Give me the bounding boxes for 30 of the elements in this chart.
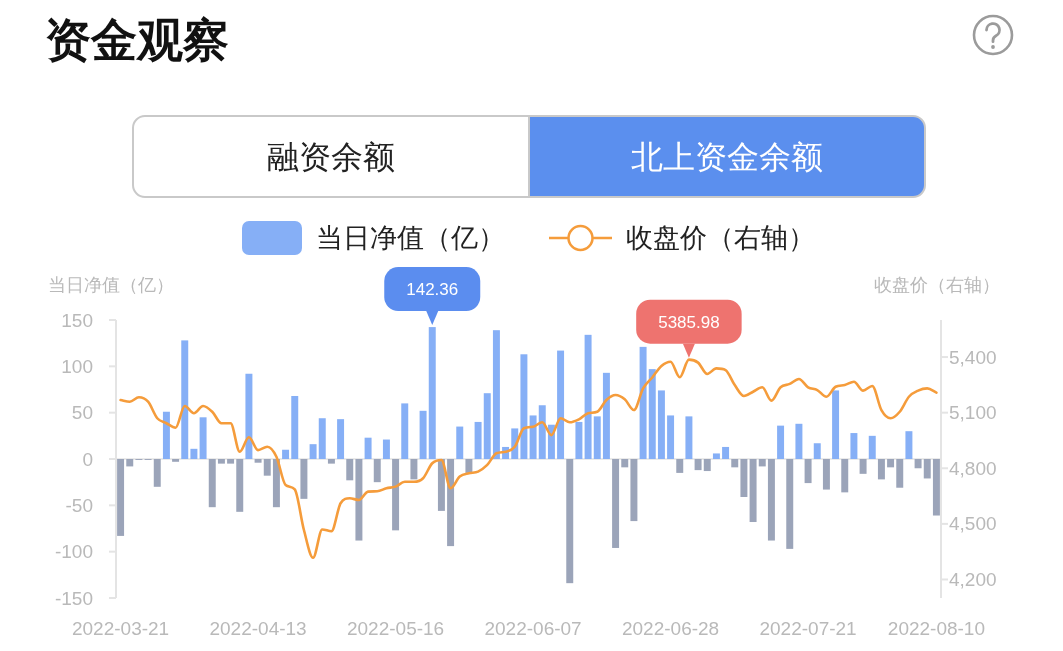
tab-label: 北上资金余额	[631, 138, 823, 175]
y-tick-label: -150	[54, 587, 93, 609]
y2-tick-label: 4,200	[949, 568, 997, 590]
data-label: 142.36	[406, 280, 459, 300]
data-label: 5385.98	[658, 312, 720, 332]
x-tick-label: 2022-04-13	[209, 618, 307, 639]
x-tick-label: 2022-05-16	[347, 618, 445, 639]
x-tick-label: 2022-03-21	[72, 618, 170, 639]
y-tick-label: -100	[54, 541, 93, 563]
y2-tick-label: 5,400	[949, 346, 997, 368]
axis-title: 当日净值（亿）	[48, 275, 174, 295]
y-tick-label: -50	[65, 494, 93, 516]
x-tick-label: 2022-08-10	[887, 618, 985, 639]
title: 资金观察	[45, 14, 229, 66]
y-tick-label: 150	[61, 309, 93, 331]
y-tick-label: 50	[71, 402, 93, 424]
value-label: 5385.98	[636, 299, 742, 358]
y-tick-label: 100	[61, 355, 93, 377]
y2-tick-label: 4,500	[949, 513, 997, 535]
x-tick-label: 2022-07-21	[759, 618, 857, 639]
axis-title: 收盘价（右轴）	[874, 275, 1000, 295]
value-label: 142.36	[384, 267, 481, 326]
x-tick-label: 2022-06-07	[484, 618, 582, 639]
legend-label: 收盘价（右轴）	[626, 223, 815, 253]
legend-label: 当日净值（亿）	[316, 223, 505, 253]
x-tick-label: 2022-06-28	[622, 618, 720, 639]
tab-label: 融资余额	[267, 138, 395, 175]
y-tick-label: 0	[82, 448, 93, 470]
y2-tick-label: 5,100	[949, 402, 997, 424]
y2-tick-label: 4,800	[949, 457, 997, 479]
